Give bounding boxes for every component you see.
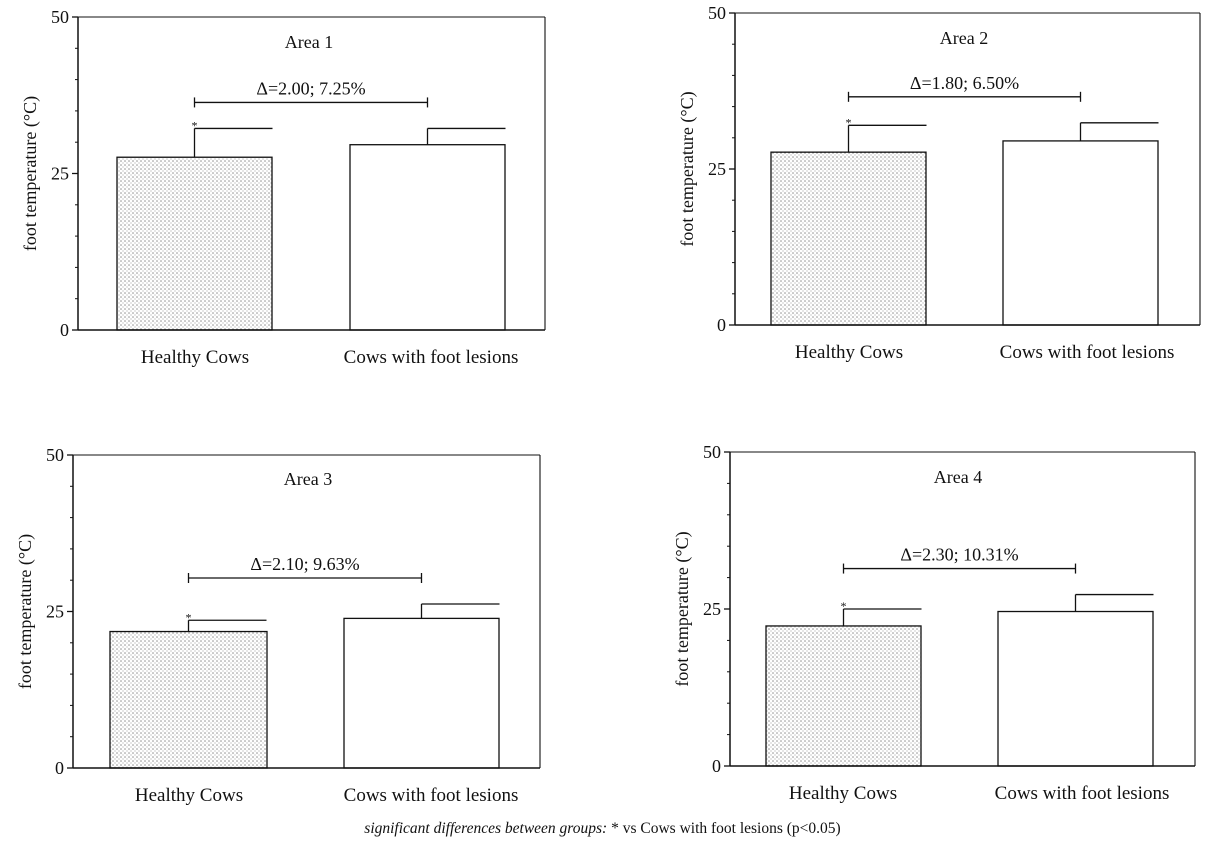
error-bar-lesion-4 [1074,593,1154,612]
category-label-healthy-4: Healthy Cows [789,783,897,804]
chart-panel-1: * Healthy Cows Cows with foot lesions 0 25 50… [20,7,546,368]
chart-title-2: Area 2 [940,28,988,48]
y-tick-label: 25 [51,164,69,184]
y-tick-label: 25 [708,159,726,179]
bar-healthy-2 [770,151,927,326]
y-axis-label-3: foot temperature (°C) [15,534,36,689]
y-tick-label: 50 [703,442,721,462]
chart-panel-3: * Healthy Cows Cows with foot lesions 0 25 50… [15,445,541,806]
comparison-bracket-2: Δ=1.80; 6.50% [847,73,1082,102]
comparison-annotation-4: Δ=2.30; 10.31% [900,545,1018,565]
y-axis-label-1: foot temperature (°C) [20,96,41,251]
comparison-bracket-3: Δ=2.10; 9.63% [187,554,423,583]
bar-lesion-1 [349,144,506,331]
bar-lesion-3 [343,617,500,769]
y-tick-label: 50 [51,7,69,27]
significance-marker-4: * [841,599,847,613]
error-bar-lesion-1 [426,127,506,145]
error-bar-healthy-1 [193,127,273,158]
chart-title-3: Area 3 [284,469,332,489]
chart-title-4: Area 4 [934,467,982,487]
chart-title-1: Area 1 [285,32,333,52]
y-tick-label: 50 [708,3,726,23]
category-label-lesion-4: Cows with foot lesions [995,783,1170,804]
comparison-bracket-1: Δ=2.00; 7.25% [193,78,429,108]
error-bar-lesion-2 [1079,122,1159,141]
footnote-text: * vs Cows with foot lesions (p<0.05) [607,820,841,837]
error-bar-healthy-2 [847,124,927,153]
category-label-lesion-1: Cows with foot lesions [344,347,519,368]
y-tick-label: 0 [60,320,69,340]
bar-lesion-4 [997,610,1154,767]
footnote: significant differences between groups: … [0,820,1205,838]
y-tick-label: 0 [55,758,64,778]
y-tick-label: 0 [712,756,721,776]
category-label-lesion-2: Cows with foot lesions [1000,342,1175,363]
footnote-italic: significant differences between groups: [364,820,608,837]
error-bar-healthy-3 [187,619,267,632]
category-label-healthy-1: Healthy Cows [141,347,249,368]
y-tick-label: 0 [717,315,726,335]
comparison-annotation-1: Δ=2.00; 7.25% [256,78,365,98]
significance-marker-2: * [846,115,852,129]
comparison-annotation-2: Δ=1.80; 6.50% [910,73,1019,93]
category-label-lesion-3: Cows with foot lesions [344,785,519,806]
comparison-bracket-4: Δ=2.30; 10.31% [842,545,1077,574]
bar-healthy-4 [765,625,922,767]
chart-panel-4: * Healthy Cows Cows with foot lesions 0 25 50… [672,442,1196,804]
y-tick-label: 25 [46,602,64,622]
y-axis-label-4: foot temperature (°C) [672,531,693,686]
category-label-healthy-2: Healthy Cows [795,342,903,363]
bar-healthy-3 [109,630,268,769]
comparison-annotation-3: Δ=2.10; 9.63% [250,554,359,574]
category-label-healthy-3: Healthy Cows [135,785,243,806]
bar-healthy-1 [116,156,273,331]
bar-lesion-2 [1002,140,1159,326]
y-axis-label-2: foot temperature (°C) [677,91,698,246]
error-bar-healthy-4 [842,608,922,626]
y-tick-label: 25 [703,599,721,619]
y-tick-label: 50 [46,445,64,465]
error-bar-lesion-3 [420,603,500,619]
significance-marker-3: * [186,610,192,624]
chart-panel-2: * Healthy Cows Cows with foot lesions 0 25 50… [677,3,1201,363]
significance-marker-1: * [192,118,198,132]
